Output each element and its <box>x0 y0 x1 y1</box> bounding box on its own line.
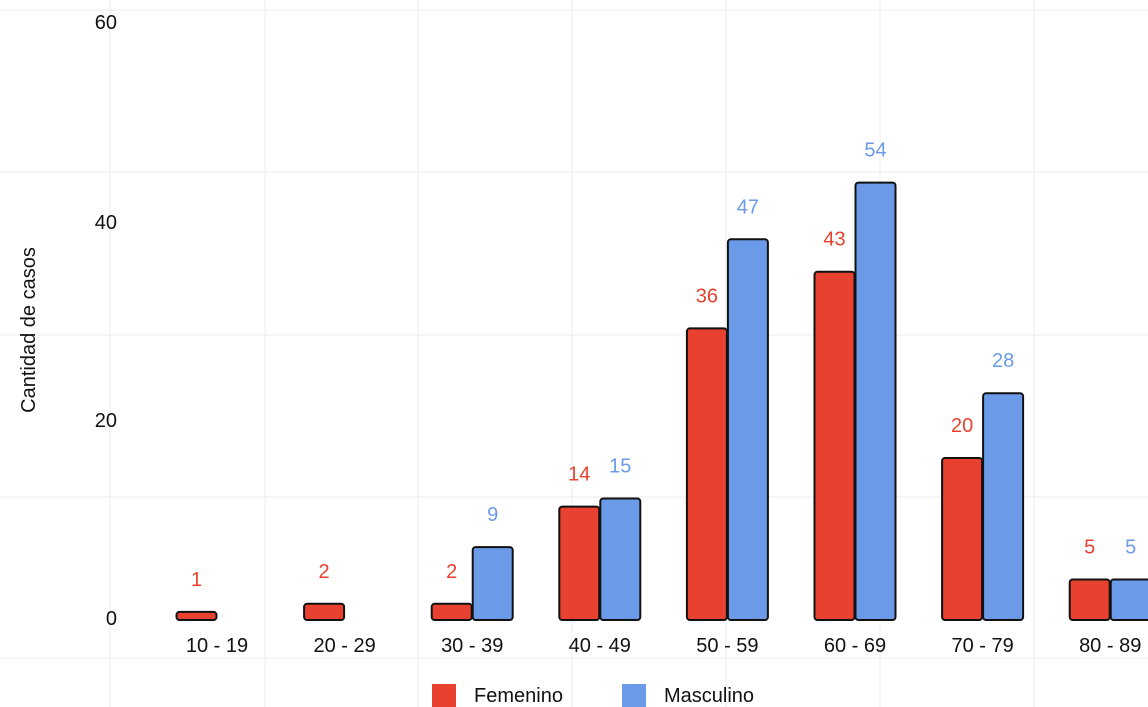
bar-femenino <box>303 602 346 621</box>
data-label-femenino: 43 <box>823 229 845 251</box>
legend-swatch <box>622 684 646 707</box>
x-tick-label: 30 - 39 <box>441 635 503 657</box>
x-tick-label: 50 - 59 <box>696 635 758 657</box>
y-tick-label: 0 <box>106 608 117 630</box>
data-label-masculino: 9 <box>487 504 498 526</box>
bar-masculino <box>854 181 897 621</box>
data-label-femenino: 1 <box>191 569 202 591</box>
bar-masculino <box>599 497 642 621</box>
y-tick-label: 40 <box>95 212 117 234</box>
data-label-masculino: 5 <box>1125 537 1136 559</box>
data-label-masculino: 47 <box>737 196 759 218</box>
bar-masculino <box>1109 578 1148 621</box>
bar-femenino <box>558 505 601 622</box>
legend: Femenino Masculino <box>432 684 754 707</box>
bar-femenino <box>685 327 728 621</box>
x-tick-label: 10 - 19 <box>186 635 248 657</box>
x-tick-label: 80 - 89 <box>1079 635 1141 657</box>
bar-masculino <box>726 238 769 622</box>
x-tick-label: 20 - 29 <box>313 635 375 657</box>
bar-femenino <box>941 457 984 621</box>
bar-femenino <box>430 602 473 621</box>
y-tick-label: 20 <box>95 410 117 432</box>
data-label-femenino: 14 <box>568 464 590 486</box>
bar-femenino <box>1068 578 1111 621</box>
data-label-femenino: 2 <box>446 561 457 583</box>
bar-masculino <box>471 546 514 621</box>
data-label-femenino: 2 <box>319 561 330 583</box>
y-tick-label: 60 <box>95 12 117 34</box>
data-label-masculino: 28 <box>992 350 1014 372</box>
data-labels: 1 2 2 9 14 15 36 47 43 54 20 28 5 5 <box>189 138 1138 593</box>
bars <box>175 181 1148 622</box>
data-label-femenino: 36 <box>696 285 718 307</box>
x-tick-label: 40 - 49 <box>569 635 631 657</box>
y-axis: 0 20 40 60 <box>95 12 117 630</box>
x-tick-label: 60 - 69 <box>824 635 886 657</box>
data-label-femenino: 5 <box>1084 537 1095 559</box>
legend-label: Femenino <box>474 685 563 707</box>
x-tick-label: 70 - 79 <box>951 635 1013 657</box>
bar-masculino <box>982 392 1025 622</box>
y-axis-label: Cantidad de casos <box>18 247 40 413</box>
data-label-masculino: 15 <box>609 456 631 478</box>
bar-femenino <box>813 270 856 621</box>
legend-label: Masculino <box>664 685 754 707</box>
data-label-masculino: 54 <box>864 140 886 162</box>
x-axis: 10 - 19 20 - 29 30 - 39 40 - 49 50 - 59 60 - … <box>186 635 1141 657</box>
data-label-femenino: 20 <box>951 415 973 437</box>
bar-femenino <box>175 610 218 622</box>
legend-swatch <box>432 684 456 707</box>
